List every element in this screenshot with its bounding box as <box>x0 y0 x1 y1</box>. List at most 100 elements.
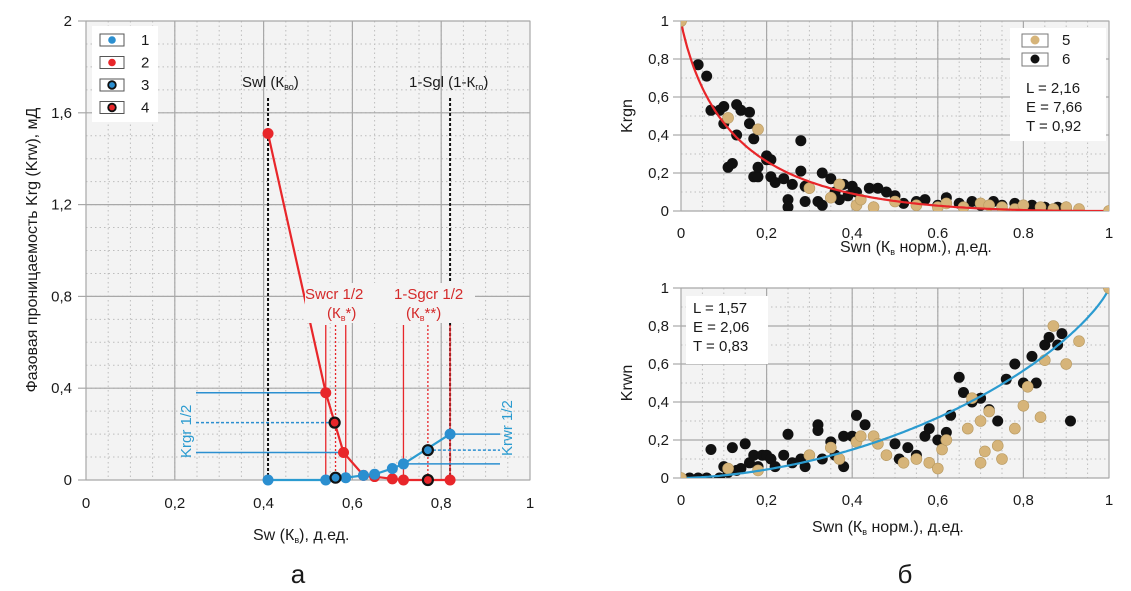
scatter-point-6 <box>992 415 1004 427</box>
x-tick-label: 0 <box>677 492 685 509</box>
scatter-point-5 <box>867 201 880 211</box>
krw-half-point <box>421 444 434 457</box>
scatter-point-6 <box>838 430 850 442</box>
krw-point <box>262 474 274 486</box>
y-tick-label: 1,6 <box>51 105 72 122</box>
x-tick-label: 0,6 <box>342 495 363 512</box>
krg-point <box>444 474 456 486</box>
krg-point <box>338 446 350 458</box>
sgl-label-close: ) <box>483 74 488 91</box>
series-b-bottom <box>681 288 1109 478</box>
scatter-point-6 <box>692 59 704 71</box>
ticks-b-top: 0 0,2 0,4 0.6 0.8 1 0 0,2 0,4 0,6 0,8 1 <box>648 13 1113 242</box>
legend-label: 2 <box>141 55 149 72</box>
scatter-point-6 <box>782 194 794 206</box>
krw-point <box>358 469 369 481</box>
scatter-point-5 <box>722 462 734 475</box>
scatter-point-6 <box>1043 331 1055 343</box>
scatter-point-5 <box>1034 201 1047 211</box>
y-tick-label: 0 <box>661 203 669 220</box>
legend-marker <box>1030 35 1040 45</box>
scatter-point-5 <box>983 405 995 418</box>
scatter-point-5 <box>803 182 816 194</box>
y-tick-label: 0,8 <box>648 318 669 335</box>
panel-label-a: а <box>291 559 306 589</box>
krw-point <box>340 472 352 484</box>
krw-point <box>397 458 409 470</box>
y-tick-label: 0,8 <box>648 51 669 68</box>
krg-point <box>397 474 409 486</box>
scatter-point-6 <box>1026 199 1038 211</box>
y-axis-label-b-top: Krgn <box>619 99 636 133</box>
x-tick-label: 0,2 <box>164 495 185 512</box>
scatter-point-6 <box>752 161 764 173</box>
endpoint-marker <box>681 21 687 27</box>
scatter-point-6 <box>1026 350 1038 362</box>
param-l-bottom: L = 1,57 <box>693 300 747 317</box>
endpoint-marker <box>1103 288 1109 294</box>
scatter-point-6 <box>902 442 914 454</box>
x-tick-label: 1 <box>526 495 534 512</box>
scatter-point-6 <box>799 461 811 473</box>
scatter-point-5 <box>996 453 1008 465</box>
scatter-point-6 <box>1056 328 1068 340</box>
y-axis-label-b-bottom: Krwn <box>619 365 636 401</box>
scatter-point-5 <box>1073 203 1085 211</box>
sgl-label-main: 1-Sgl (1-К <box>409 74 476 91</box>
y-tick-label: 0 <box>64 472 72 489</box>
x-axis-label-b-top-main: Swn (К <box>840 239 891 256</box>
scatter-point-6 <box>889 438 901 450</box>
scatter-point-6 <box>739 438 751 450</box>
y-axis-label-a: Фазовая проницаемость Krg (Krw), мД <box>24 107 41 392</box>
swl-label-main: Swl (К <box>242 74 284 91</box>
sgl-label: 1-Sgl (1-Кго) <box>409 74 488 92</box>
series-a <box>262 127 456 487</box>
x-axis-label-b-bottom-main: Swn (К <box>812 519 863 536</box>
panel-label-b: б <box>898 559 913 589</box>
param-t-top: T = 0,92 <box>1026 118 1081 135</box>
scatter-point-5 <box>979 445 991 458</box>
chart-b-bottom: 0 0,2 0,4 0,6 0,8 1 0 0,2 0,4 0,6 0,8 1 L = 1,57 E … <box>619 280 1113 589</box>
scatter-point-5 <box>1009 422 1021 435</box>
krw-point <box>320 474 332 486</box>
scatter-point-6 <box>872 182 884 194</box>
scatter-point-6 <box>778 449 790 461</box>
x-axis-label-b-top-tail: норм.), д.ед. <box>895 239 992 256</box>
y-tick-label: 1 <box>661 280 669 297</box>
krw-half-point <box>329 471 342 484</box>
x-tick-label: 0.6 <box>927 225 948 242</box>
scatter-point-5 <box>910 199 923 211</box>
x-tick-label: 0,2 <box>756 492 777 509</box>
x-tick-label: 1 <box>1105 492 1113 509</box>
param-l-top: L = 2,16 <box>1026 80 1080 97</box>
legend-marker <box>107 102 117 113</box>
param-e-top: E = 7,66 <box>1026 99 1082 116</box>
param-e-bottom: E = 2,06 <box>693 319 749 336</box>
scatter-point-5 <box>897 456 910 469</box>
scatter-point-6 <box>880 186 892 198</box>
scatter-point-6 <box>701 70 713 82</box>
krw-point <box>369 468 381 480</box>
swl-label-sub: во <box>284 82 294 92</box>
x-axis-label-a-tail: ), д.ед. <box>299 527 349 544</box>
x-tick-label: 0 <box>82 495 90 512</box>
y-tick-label: 0,4 <box>648 394 669 411</box>
scatter-point-5 <box>931 462 944 475</box>
chart-a: 0 0,2 0,4 0,6 0,8 1 0 0,4 0,8 1,2 1,6 2 1 2 3 4 Swl (К… <box>24 13 534 589</box>
scatter-point-6 <box>735 104 747 116</box>
ticks-b-bottom: 0 0,2 0,4 0,6 0,8 1 0 0,2 0,4 0,6 0,8 1 <box>648 280 1113 509</box>
scatter-point-5 <box>752 123 764 136</box>
scatter-point-5 <box>923 456 936 469</box>
param-t-bottom: T = 0,83 <box>693 338 748 355</box>
x-axis-label-b-bottom-tail: норм.), д.ед. <box>867 519 964 536</box>
y-tick-label: 0,4 <box>51 380 72 397</box>
scatter-point-5 <box>1060 358 1072 370</box>
x-tick-label: 0,6 <box>927 492 948 509</box>
x-axis-label-a-sub: в <box>294 535 299 545</box>
scatter-point-6 <box>795 135 807 147</box>
series-b-top <box>681 21 1109 211</box>
x-axis-label-b-top-sub: в <box>890 247 895 257</box>
x-tick-label: 0,8 <box>431 495 452 512</box>
x-tick-label: 0,4 <box>842 225 863 242</box>
chart-b-top: 0 0,2 0,4 0.6 0.8 1 0 0,2 0,4 0,6 0,8 1 5 6 L = 2,16… <box>619 13 1113 257</box>
